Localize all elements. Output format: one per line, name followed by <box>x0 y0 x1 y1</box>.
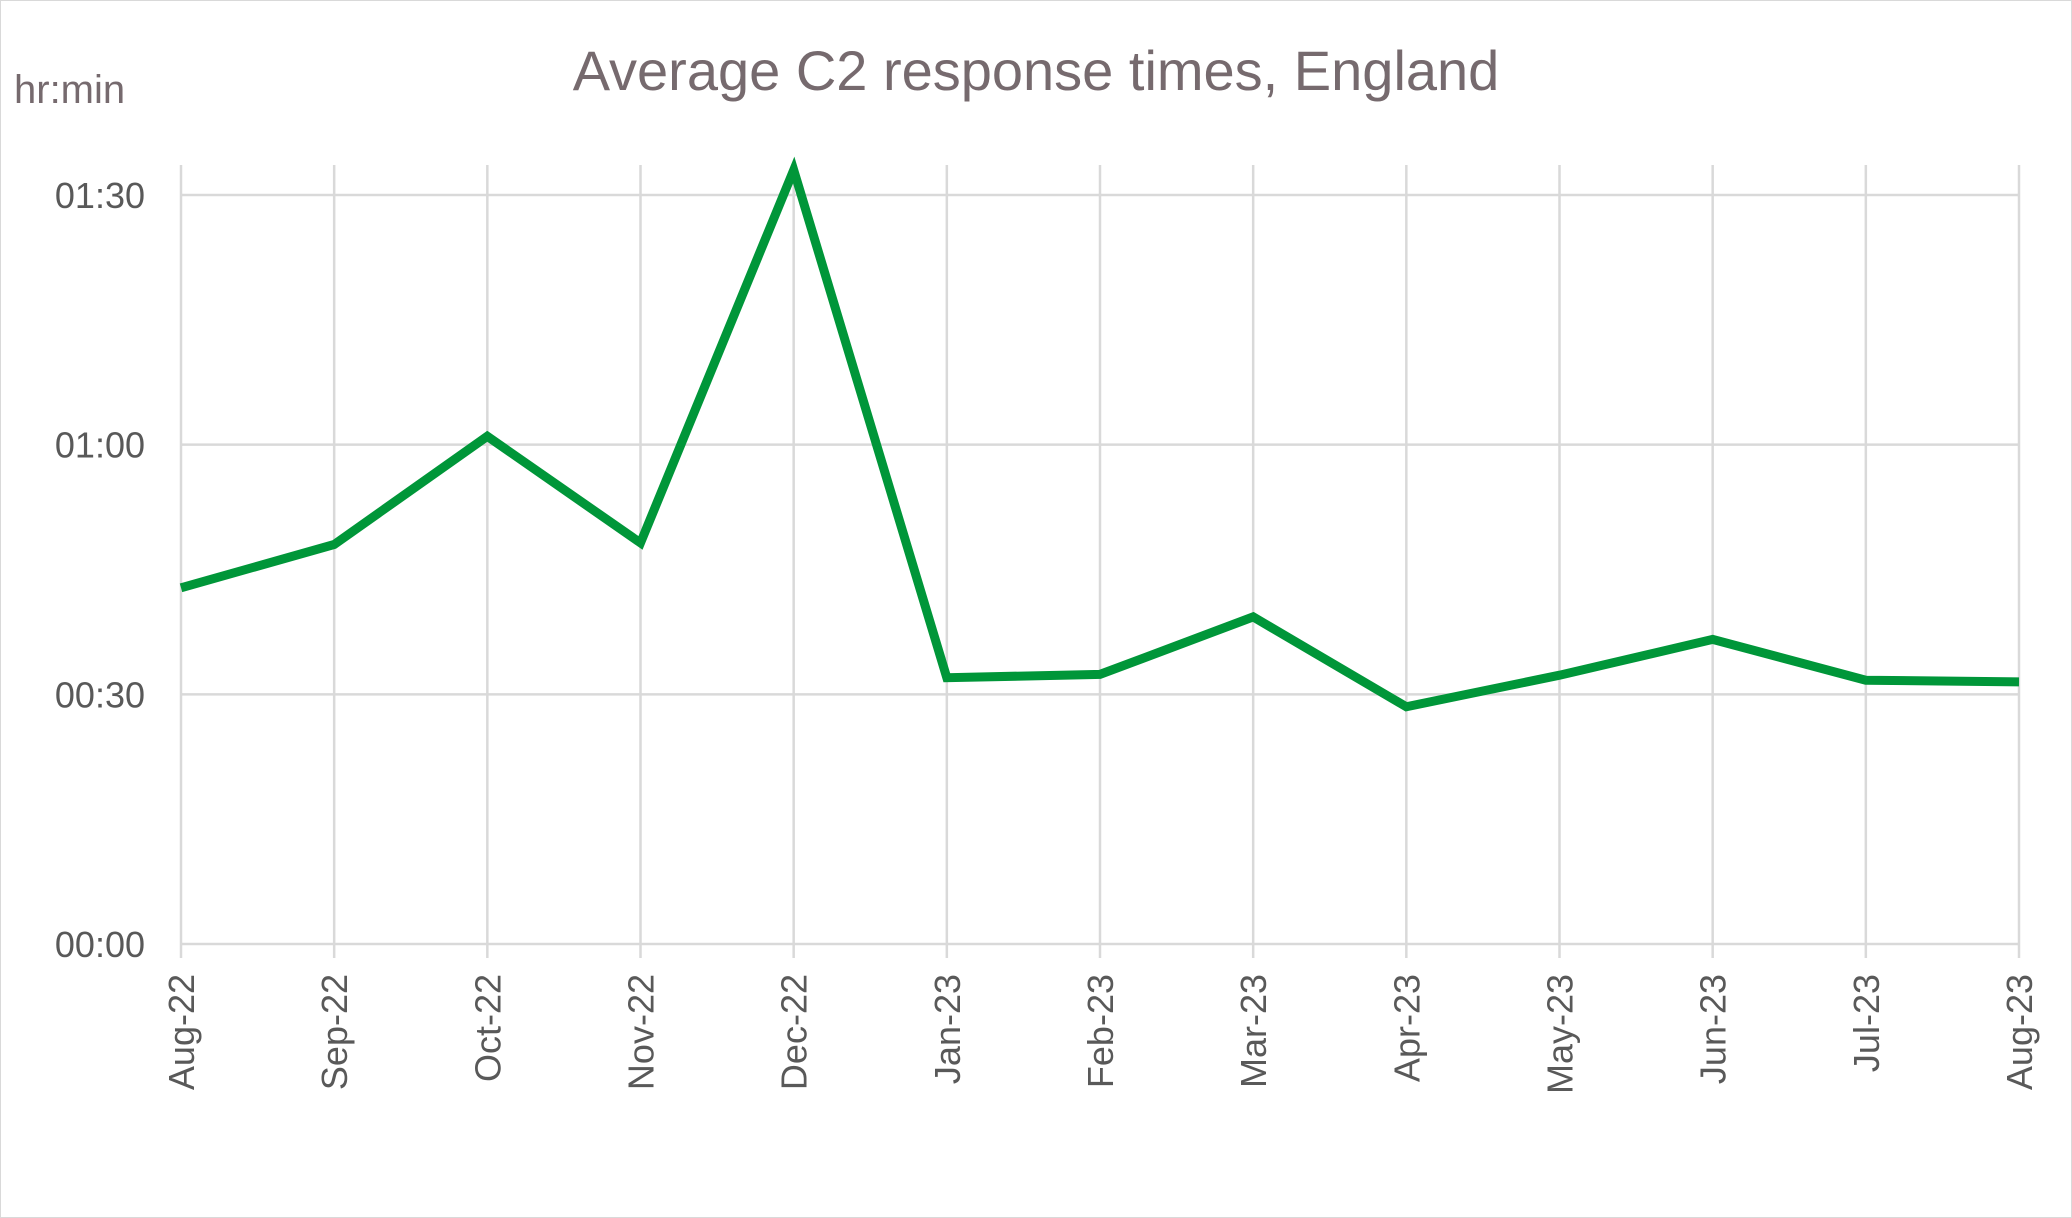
y-tick-label: 00:00 <box>55 924 145 965</box>
x-tick-label: Aug-23 <box>1999 974 2040 1090</box>
x-tick-label: Aug-22 <box>161 974 202 1090</box>
x-tick-label: Jan-23 <box>927 974 968 1084</box>
chart-title: Average C2 response times, England <box>572 39 1500 102</box>
x-tick-label: Jun-23 <box>1693 974 1734 1084</box>
x-tick-label: Nov-22 <box>621 974 662 1090</box>
x-tick-label: May-23 <box>1540 974 1581 1094</box>
x-tick-label: Dec-22 <box>774 974 815 1090</box>
x-tick-label: Feb-23 <box>1080 974 1121 1088</box>
y-tick-label: 00:30 <box>55 674 145 715</box>
x-tick-label: Jul-23 <box>1846 974 1887 1072</box>
x-tick-label: Sep-22 <box>314 974 355 1090</box>
y-tick-label: 01:00 <box>55 425 145 466</box>
y-axis-unit-label: hr:min <box>14 68 126 112</box>
x-tick-label: Apr-23 <box>1386 974 1427 1082</box>
x-tick-label: Mar-23 <box>1233 974 1274 1088</box>
x-tick-label: Oct-22 <box>467 974 508 1082</box>
y-tick-label: 01:30 <box>55 175 145 216</box>
